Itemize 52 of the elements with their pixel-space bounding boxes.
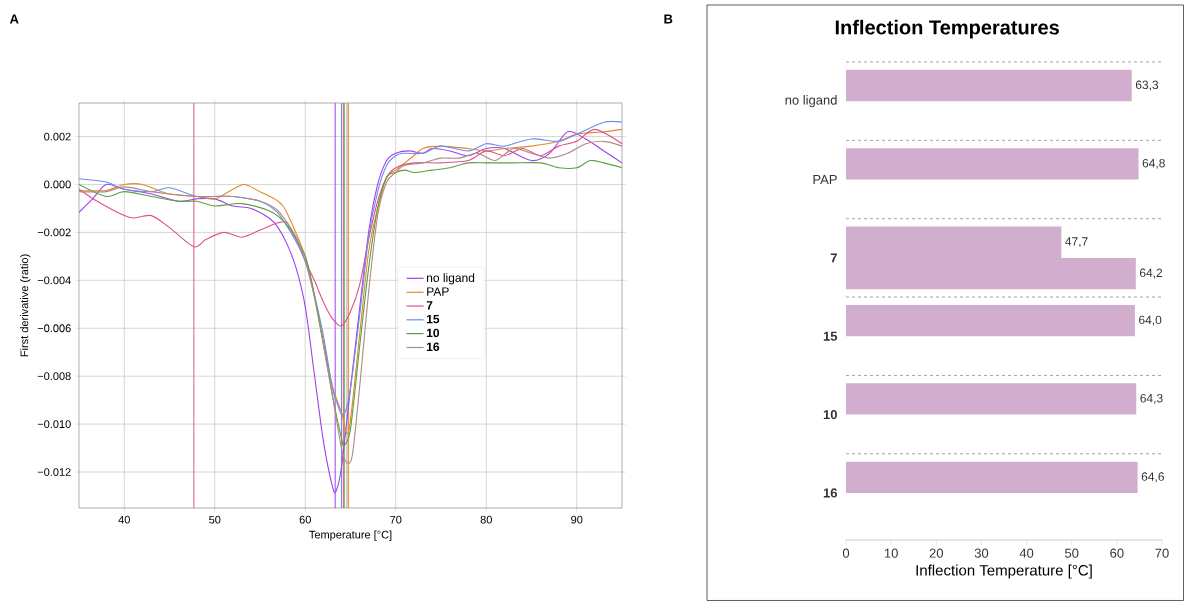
y-tick-label: 7 [830, 253, 837, 263]
legend-label: 16 [426, 342, 440, 352]
legend-label: PAP [427, 287, 449, 296]
x-tick-label: 80 [480, 515, 492, 524]
x-tick-label: 90 [571, 515, 583, 524]
x-axis-title: Inflection Temperature [°C] [916, 564, 1092, 579]
x-tick-label: 0 [842, 548, 850, 558]
legend-label: 15 [426, 314, 440, 324]
text: B [664, 14, 673, 24]
bar [846, 148, 1139, 180]
data-label: 63,3 [1135, 80, 1159, 91]
data-label: 64,3 [1140, 393, 1163, 404]
y-tick-label: PAP [813, 175, 837, 185]
x-tick-label: 60 [299, 515, 311, 524]
data-label: 47,7 [1065, 237, 1088, 248]
y-tick-label: 16 [823, 488, 837, 498]
y-axis-title: First derivative (ratio) [20, 254, 31, 357]
bar [846, 304, 1135, 337]
y-tick-label: 15 [823, 331, 838, 341]
bar [846, 461, 1138, 493]
data-label: 64,0 [1139, 315, 1162, 326]
x-tick-label: 20 [929, 548, 944, 558]
y-tick-label: −0.010 [37, 420, 71, 429]
legend-label: no ligand [427, 273, 475, 285]
x-tick-label: 50 [209, 515, 221, 524]
x-tick-label: 50 [1065, 548, 1079, 558]
legend-label: 10 [426, 328, 440, 338]
x-axis-title: Temperature [°C] [309, 530, 392, 541]
x-tick-label: 60 [1110, 548, 1124, 558]
x-tick-label: 30 [974, 548, 989, 558]
bar [846, 383, 1137, 415]
text: A [9, 14, 19, 24]
y-tick-label: 10 [823, 410, 837, 420]
x-tick-label: 40 [1019, 548, 1034, 558]
data-label: 64,2 [1139, 268, 1163, 279]
y-tick-label: −0.004 [37, 276, 71, 285]
x-tick-label: 70 [390, 515, 402, 524]
y-tick-label: no ligand [785, 95, 837, 108]
y-tick-label: −0.002 [37, 228, 71, 237]
data-label: 64,8 [1142, 158, 1165, 169]
y-tick-label: 0.002 [44, 132, 71, 141]
chart-title: Inflection Temperatures [835, 19, 1059, 39]
y-tick-label: −0.006 [37, 324, 71, 333]
x-tick-label: 40 [118, 515, 130, 524]
y-tick-label: 0.000 [44, 180, 71, 189]
y-tick-label: −0.012 [37, 468, 71, 476]
bar [846, 69, 1132, 102]
x-tick-label: 10 [884, 548, 898, 558]
data-label: 64,6 [1141, 472, 1164, 483]
legend-label: 7 [426, 301, 433, 310]
x-tick-label: 70 [1155, 548, 1169, 558]
y-tick-label: −0.008 [37, 372, 71, 381]
